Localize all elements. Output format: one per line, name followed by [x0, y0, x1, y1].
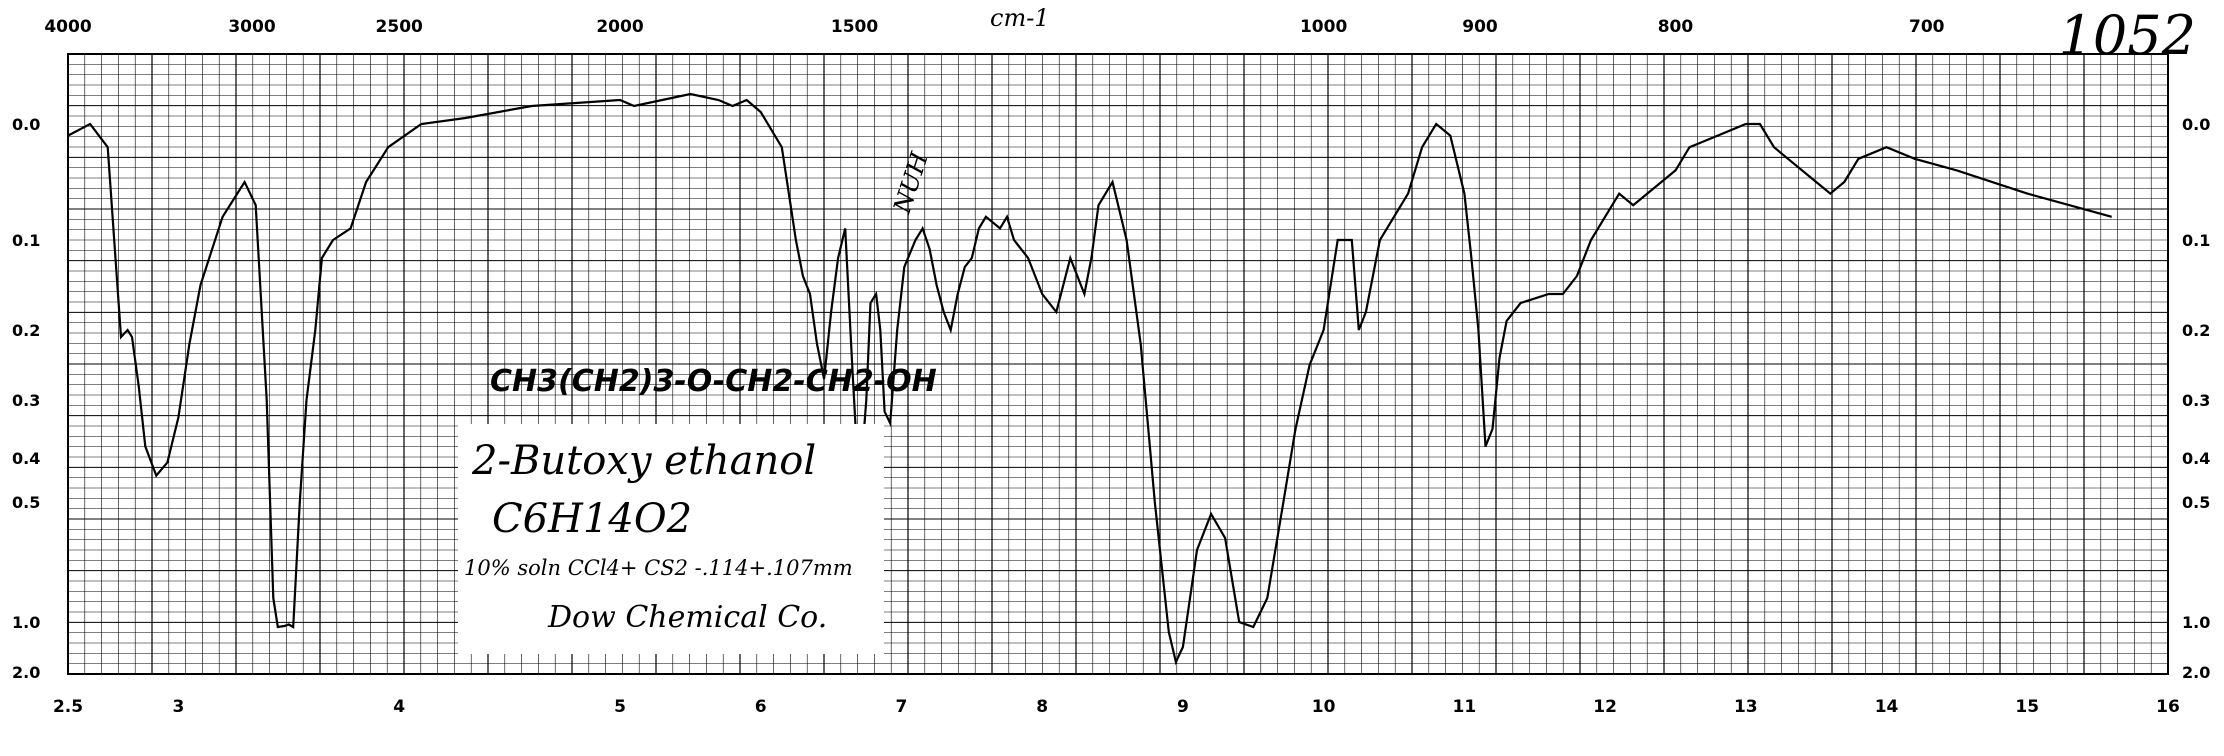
- left-tick-label: 0.5: [12, 493, 40, 512]
- left-tick-label: 0.3: [12, 391, 40, 410]
- left-tick-label: 2.0: [12, 663, 40, 682]
- right-tick-label: 0.3: [2182, 391, 2210, 410]
- right-tick-label: 2.0: [2182, 663, 2210, 682]
- source-note: Dow Chemical Co.: [548, 600, 828, 635]
- left-axis-ticks: 0.0 0.1 0.2 0.3 0.4 0.5 1.0 2.0: [12, 115, 40, 682]
- top-tick-label: 800: [1658, 17, 1694, 37]
- top-axis-unit-label: cm-1: [990, 4, 1050, 32]
- top-tick-label: 2500: [376, 17, 423, 37]
- bottom-tick-label: 10: [1312, 697, 1336, 717]
- compound-name: 2-Butoxy ethanol: [472, 438, 817, 484]
- sample-label-box: 2-Butoxy ethanol C6H14O2 10% soln CCl4+ …: [458, 424, 884, 654]
- bottom-tick-label: 2.5: [53, 697, 83, 717]
- bottom-tick-label: 7: [896, 697, 908, 717]
- bottom-tick-label: 8: [1036, 697, 1048, 717]
- top-tick-label: 2000: [596, 17, 643, 37]
- bottom-tick-label: 15: [2015, 697, 2039, 717]
- top-tick-label: 1000: [1300, 17, 1347, 37]
- top-tick-label: 900: [1462, 17, 1498, 37]
- bottom-axis-ticks: 2.5 3 4 5 6 7 8 9 10 11 12 13 14 15 16: [53, 697, 2180, 717]
- bottom-tick-label: 13: [1734, 697, 1758, 717]
- bottom-tick-label: 6: [755, 697, 767, 717]
- spectrum-trace: [67, 92, 2112, 666]
- bottom-tick-label: 3: [172, 697, 184, 717]
- left-tick-label: 0.4: [12, 449, 40, 468]
- solution-note: 10% soln CCl4+ CS2 -.114+.107mm: [464, 556, 853, 580]
- top-tick-label: 4000: [44, 17, 91, 37]
- bottom-tick-label: 16: [2156, 697, 2180, 717]
- bottom-tick-label: 14: [1875, 697, 1899, 717]
- structural-formula: CH3(CH2)3-O-CH2-CH2-OH: [490, 364, 937, 399]
- bottom-tick-label: 9: [1177, 697, 1189, 717]
- right-tick-label: 0.5: [2182, 493, 2210, 512]
- plot-frame: [67, 53, 2169, 675]
- right-tick-label: 0.0: [2182, 115, 2210, 134]
- bottom-tick-label: 11: [1453, 697, 1477, 717]
- right-tick-label: 0.2: [2182, 321, 2210, 340]
- top-tick-label: 1500: [831, 17, 878, 37]
- bottom-tick-label: 12: [1593, 697, 1617, 717]
- molecular-formula: C6H14O2: [492, 496, 693, 542]
- top-tick-label: 3000: [228, 17, 275, 37]
- right-tick-label: 0.4: [2182, 449, 2210, 468]
- left-tick-label: 0.2: [12, 321, 40, 340]
- left-tick-label: 0.0: [12, 115, 40, 134]
- catalog-number: 1052: [2058, 4, 2196, 67]
- left-tick-label: 1.0: [12, 613, 40, 632]
- top-tick-label: 700: [1909, 17, 1945, 37]
- right-tick-label: 1.0: [2182, 613, 2210, 632]
- right-axis-ticks: 0.0 0.1 0.2 0.3 0.4 0.5 1.0 2.0: [2182, 115, 2210, 682]
- top-axis-ticks: 4000 3000 2500 2000 1500 1000 900 800 700: [44, 17, 1944, 37]
- right-tick-label: 0.1: [2182, 231, 2210, 250]
- bottom-tick-label: 5: [614, 697, 626, 717]
- bottom-tick-label: 4: [393, 697, 405, 717]
- left-tick-label: 0.1: [12, 231, 40, 250]
